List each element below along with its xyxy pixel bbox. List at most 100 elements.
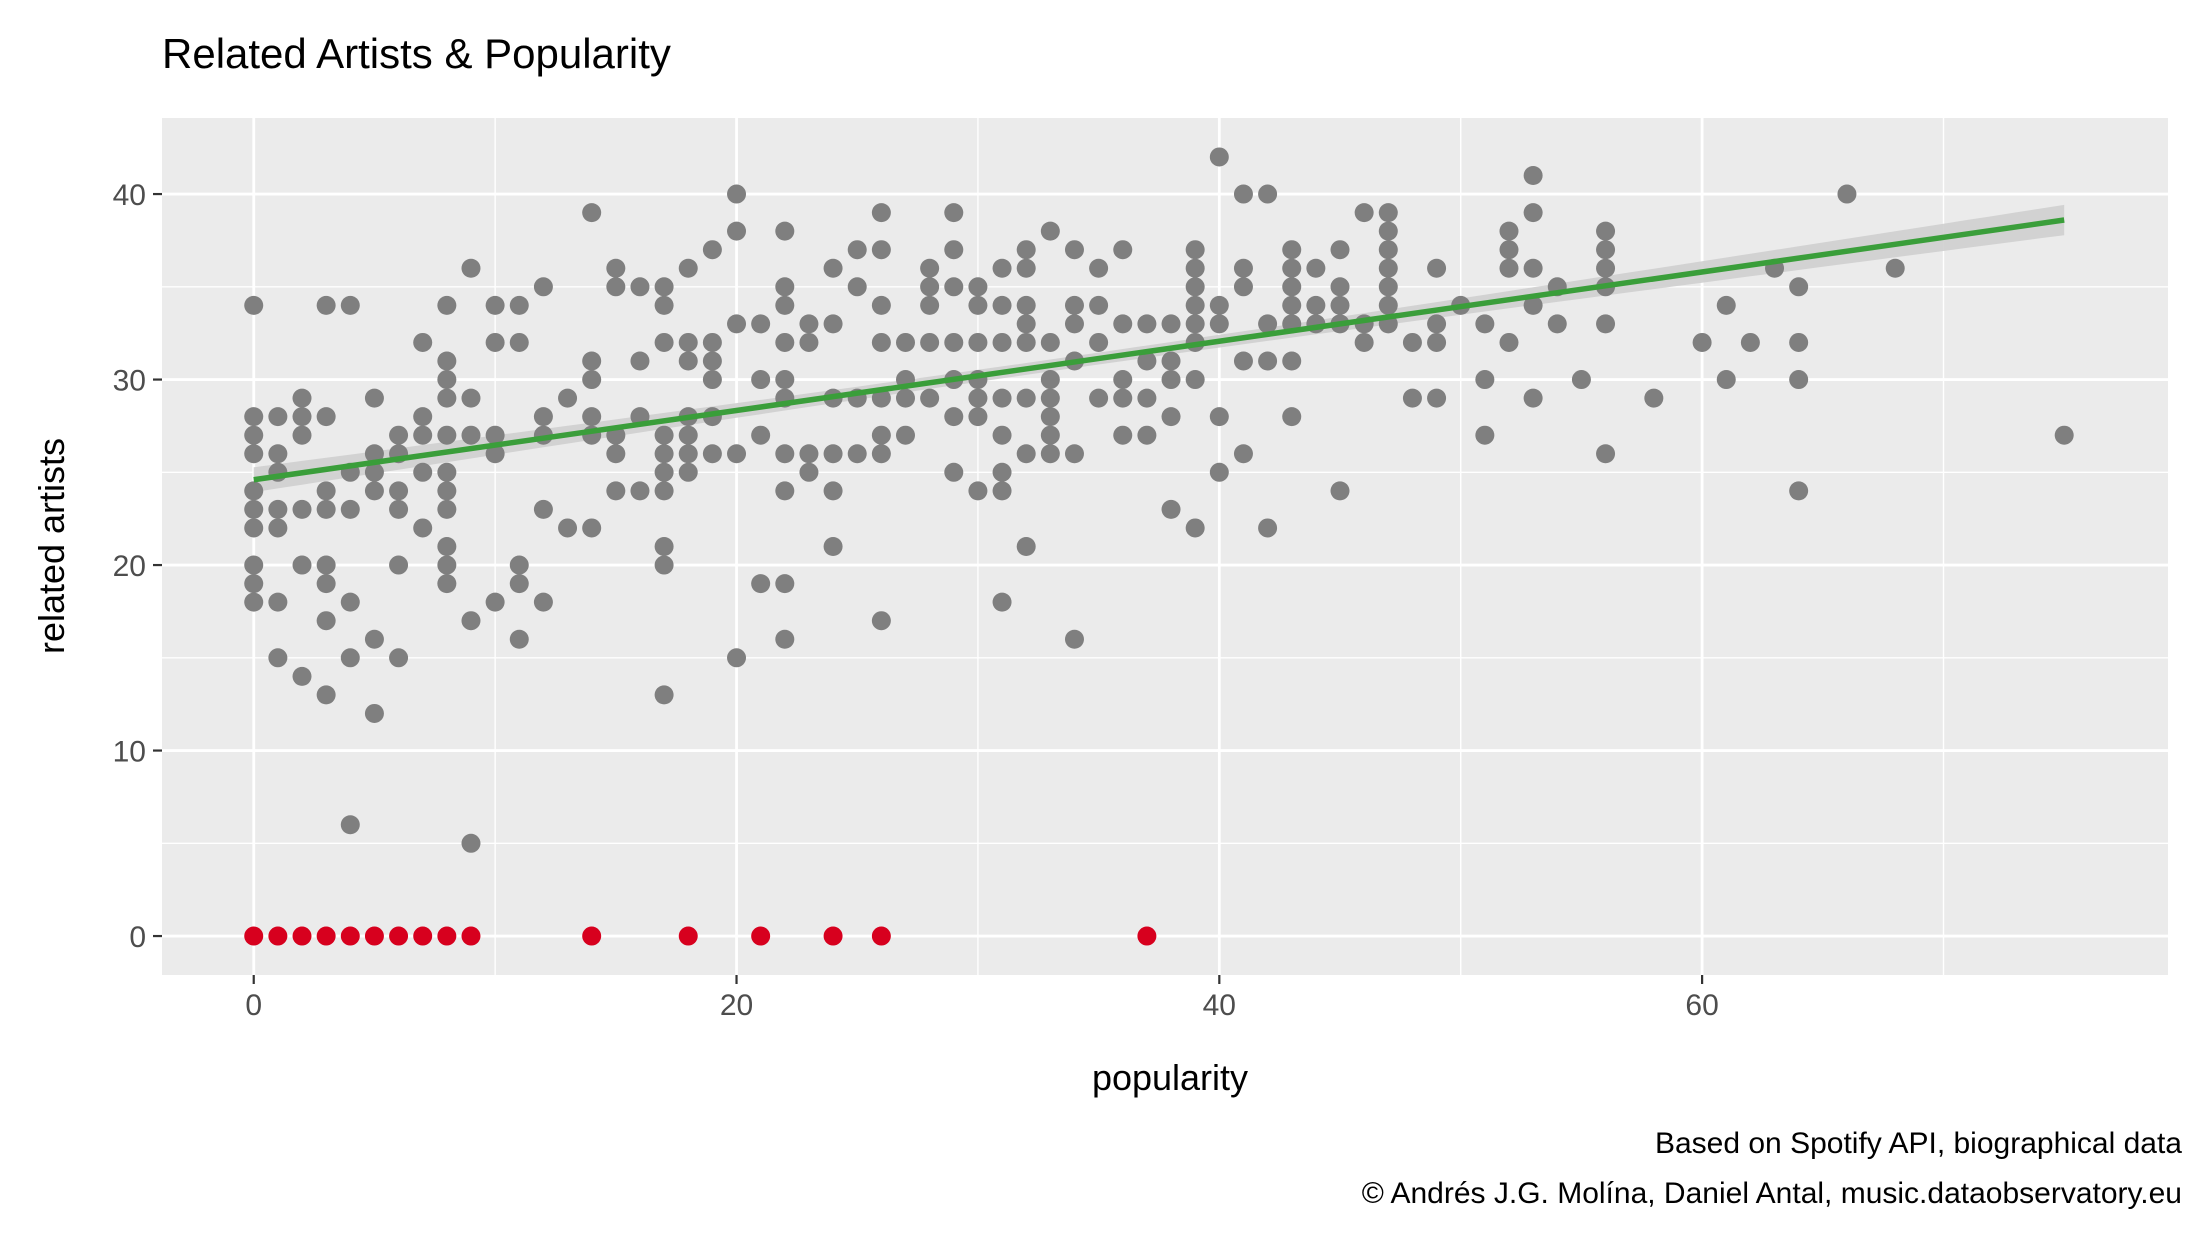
data-point [1233, 258, 1253, 278]
data-point [1499, 332, 1519, 352]
x-tick-label: 60 [1685, 989, 1718, 1022]
data-point [992, 481, 1012, 501]
data-point [968, 407, 988, 427]
data-point [533, 407, 553, 427]
zero-related-point [582, 926, 602, 946]
data-point [702, 370, 722, 390]
data-point [1523, 388, 1543, 408]
trend-line [253, 217, 2065, 483]
data-point [751, 574, 771, 594]
data-point [1475, 314, 1495, 334]
data-point [533, 592, 553, 612]
points-layer [244, 147, 2074, 946]
data-point [630, 481, 650, 501]
data-point [1161, 407, 1181, 427]
data-point [437, 499, 457, 519]
data-point [1233, 444, 1253, 464]
data-point [582, 203, 602, 223]
data-point [920, 388, 940, 408]
data-point [968, 332, 988, 352]
data-point [1016, 444, 1036, 464]
data-point [1330, 240, 1350, 260]
data-point [775, 332, 795, 352]
data-point [364, 481, 384, 501]
data-point [1354, 332, 1374, 352]
data-point [1330, 277, 1350, 297]
data-point [340, 295, 360, 315]
data-point [316, 499, 336, 519]
data-point [413, 518, 433, 538]
data-point [1161, 499, 1181, 519]
data-point [437, 537, 457, 556]
data-point [944, 277, 964, 297]
data-point [268, 592, 288, 612]
data-point [775, 629, 795, 649]
data-point [920, 277, 940, 297]
data-point [1089, 295, 1109, 315]
data-point [654, 555, 674, 575]
data-point [437, 481, 457, 501]
data-point [992, 425, 1012, 445]
data-point [316, 481, 336, 501]
zero-related-point [461, 926, 481, 946]
data-point [871, 203, 891, 223]
data-point [654, 332, 674, 352]
data-point [1209, 147, 1229, 167]
data-point [1402, 332, 1422, 352]
data-point [533, 277, 553, 297]
data-point [702, 240, 722, 260]
y-tick-label: 20 [113, 550, 146, 583]
x-axis-title: popularity [1092, 1057, 1248, 1098]
data-point [702, 444, 722, 464]
zero-related-point [437, 926, 457, 946]
data-point [485, 444, 505, 464]
data-point [871, 240, 891, 260]
data-point [1113, 388, 1133, 408]
data-point [847, 444, 867, 464]
data-point [1596, 221, 1616, 241]
data-point [244, 481, 264, 501]
data-point [316, 407, 336, 427]
data-point [1233, 184, 1253, 204]
data-point [871, 332, 891, 352]
data-point [871, 425, 891, 445]
data-point [751, 314, 771, 334]
data-point [244, 592, 264, 612]
data-point [847, 277, 867, 297]
data-point [582, 518, 602, 538]
y-tick-label: 30 [113, 365, 146, 398]
data-point [654, 295, 674, 315]
data-point [1789, 481, 1809, 501]
data-point [268, 499, 288, 519]
data-point [1016, 295, 1036, 315]
data-point [1427, 314, 1447, 334]
data-point [316, 611, 336, 631]
data-point [1692, 332, 1712, 352]
data-point [871, 444, 891, 464]
data-point [944, 462, 964, 482]
data-point [509, 629, 529, 649]
data-point [895, 388, 915, 408]
data-point [1185, 518, 1205, 538]
data-point [437, 425, 457, 445]
data-point [364, 462, 384, 482]
data-point [558, 388, 578, 408]
data-point [968, 481, 988, 501]
data-point [244, 425, 264, 445]
data-point [437, 462, 457, 482]
data-point [1113, 314, 1133, 334]
data-point [244, 574, 264, 594]
data-point [1499, 221, 1519, 241]
data-point [316, 574, 336, 594]
data-point [1427, 332, 1447, 352]
data-point [654, 425, 674, 445]
data-point [1282, 277, 1302, 297]
data-point [944, 203, 964, 223]
y-tick-label: 10 [113, 736, 146, 769]
data-point [727, 184, 747, 204]
data-point [654, 277, 674, 297]
grid-minor [162, 118, 2168, 975]
data-point [751, 370, 771, 390]
data-point [678, 444, 698, 464]
data-point [1040, 332, 1060, 352]
